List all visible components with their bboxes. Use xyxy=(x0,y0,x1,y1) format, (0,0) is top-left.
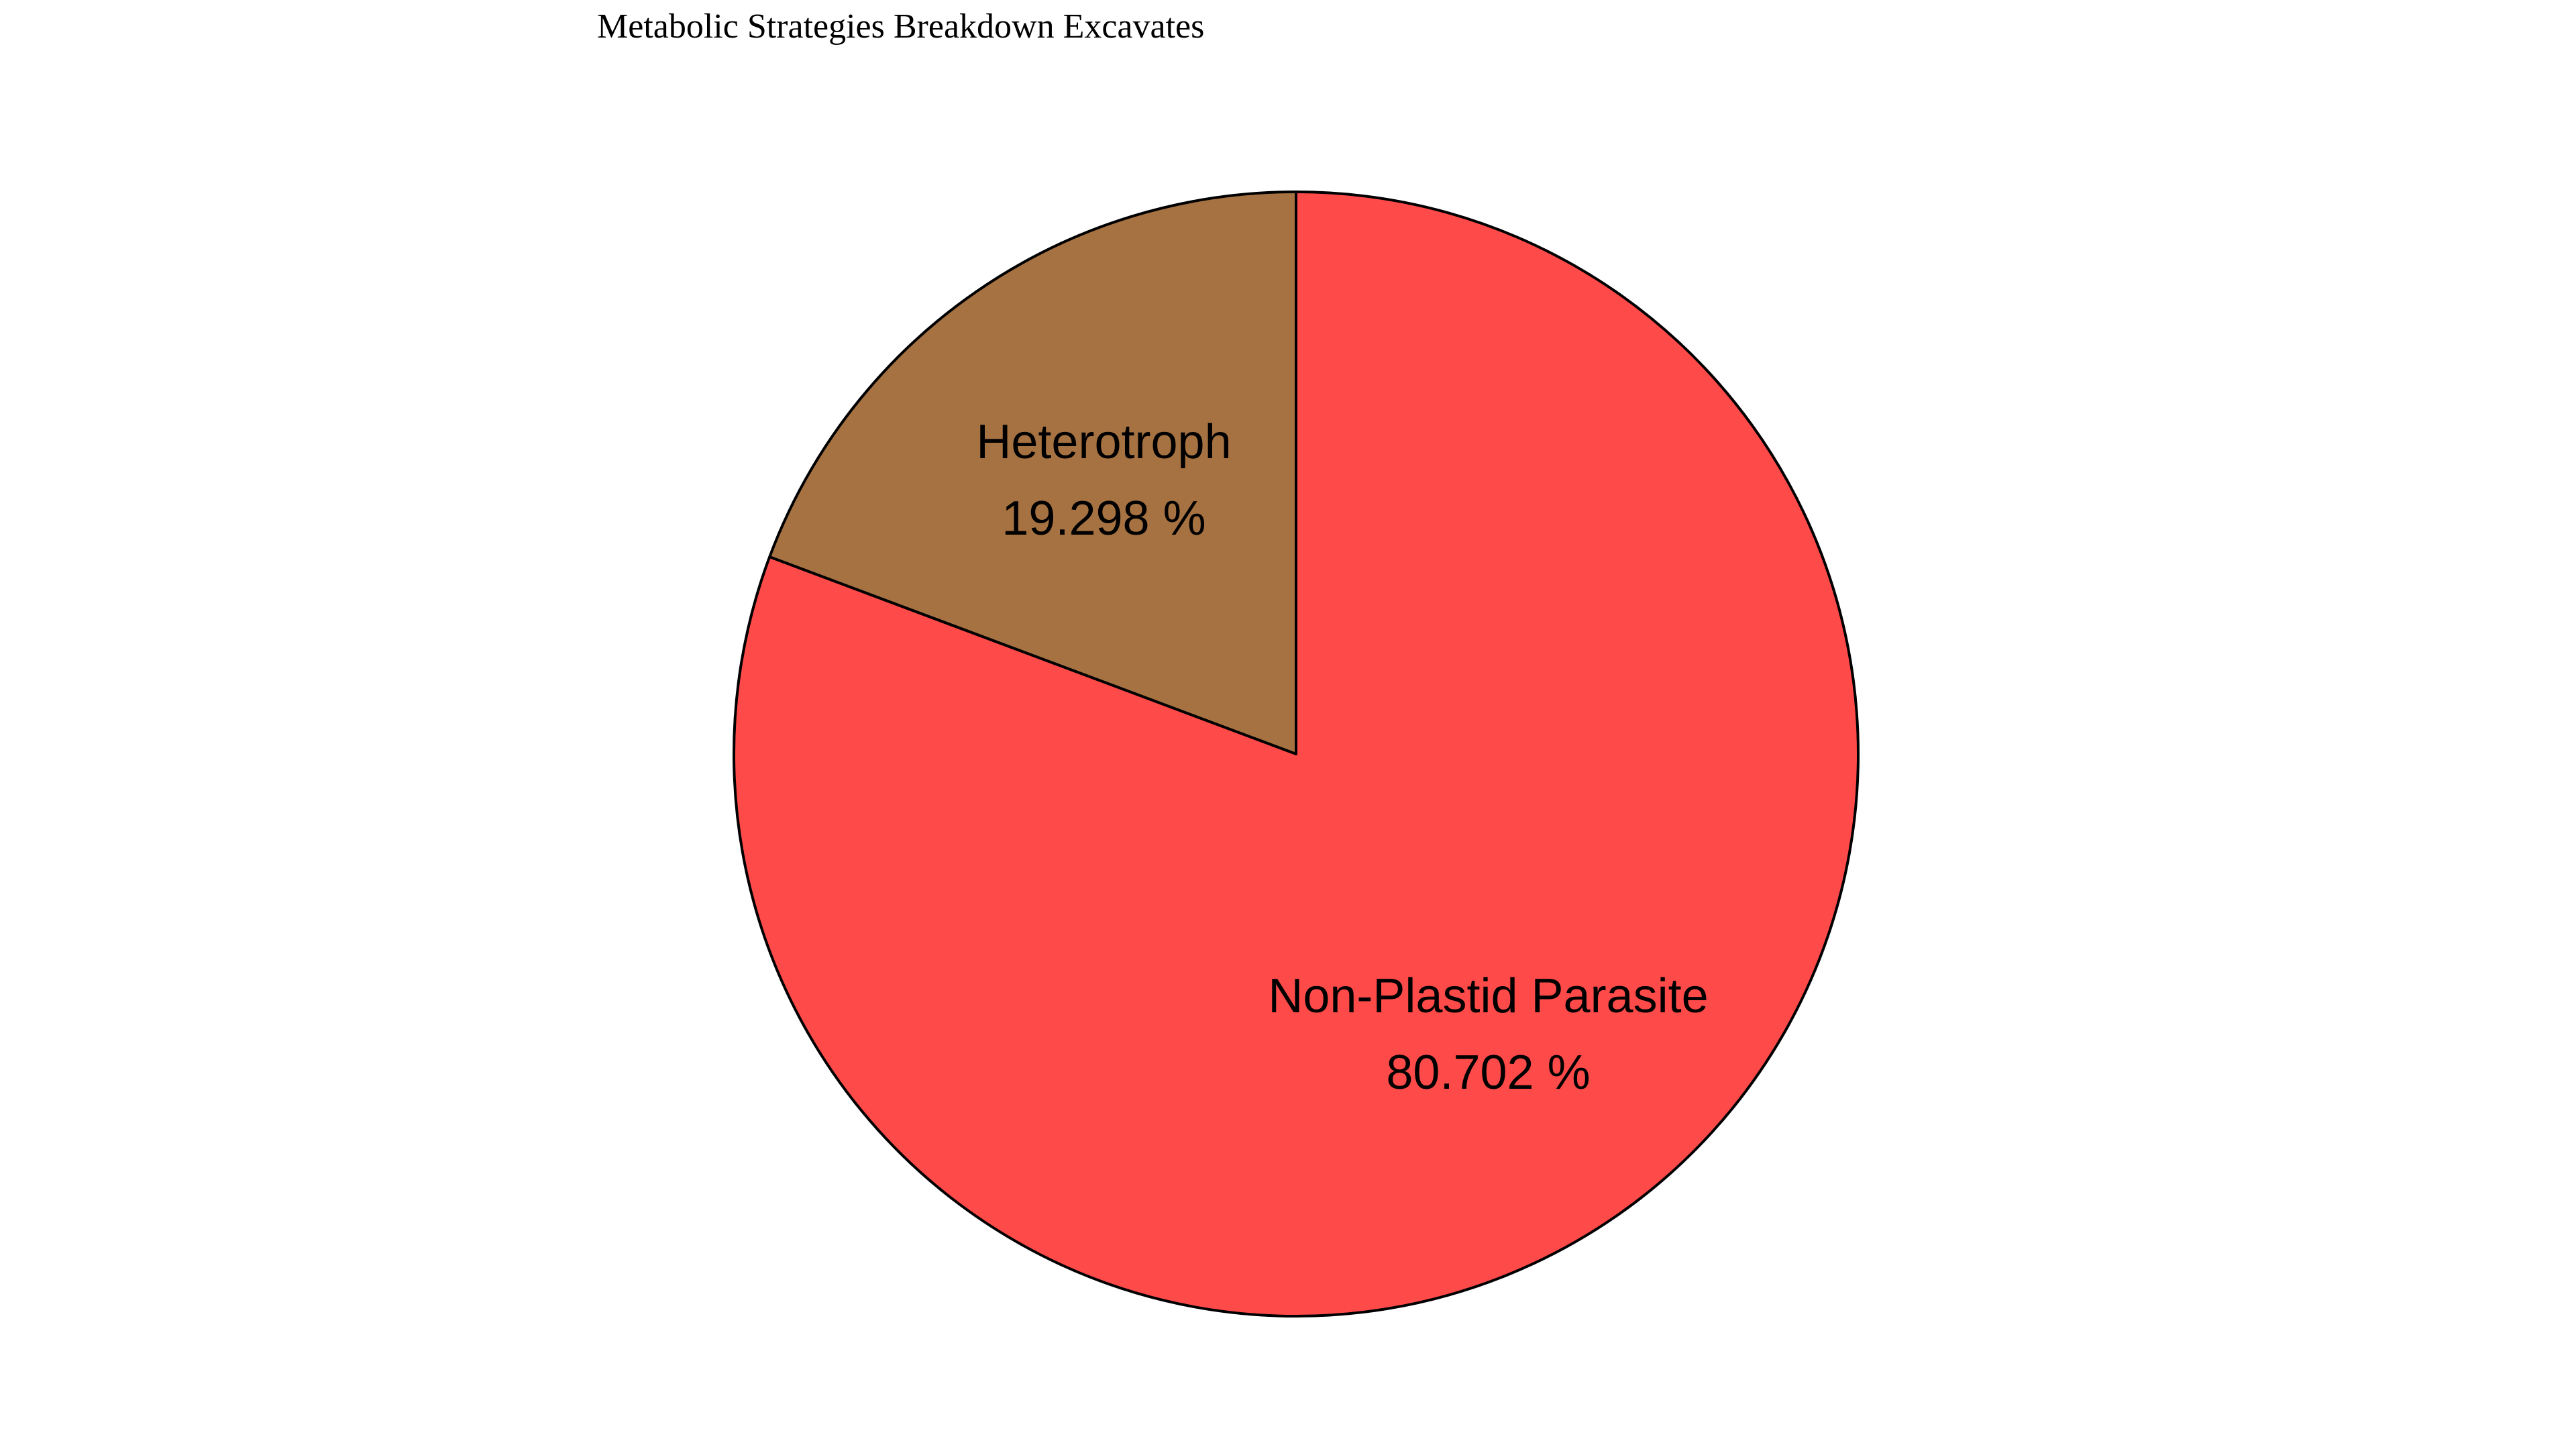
pie-slice-heterotroph xyxy=(768,191,1297,755)
pie-slices xyxy=(733,191,1860,1318)
slice-percent-heterotroph: 19.298 % xyxy=(1002,492,1205,545)
pie-labels: Heterotroph 19.298 % Non-Plastid Parasite 8… xyxy=(976,415,1708,1099)
slice-percent-non-plastid-parasite: 80.702 % xyxy=(1386,1046,1590,1099)
chart-title: Metabolic Strategies Breakdown Excavates xyxy=(597,7,1205,46)
slice-label-non-plastid-parasite: Non-Plastid Parasite xyxy=(1268,969,1708,1023)
pie-slice-non-plastid-parasite xyxy=(733,191,1860,1318)
slice-label-heterotroph: Heterotroph xyxy=(976,415,1231,469)
